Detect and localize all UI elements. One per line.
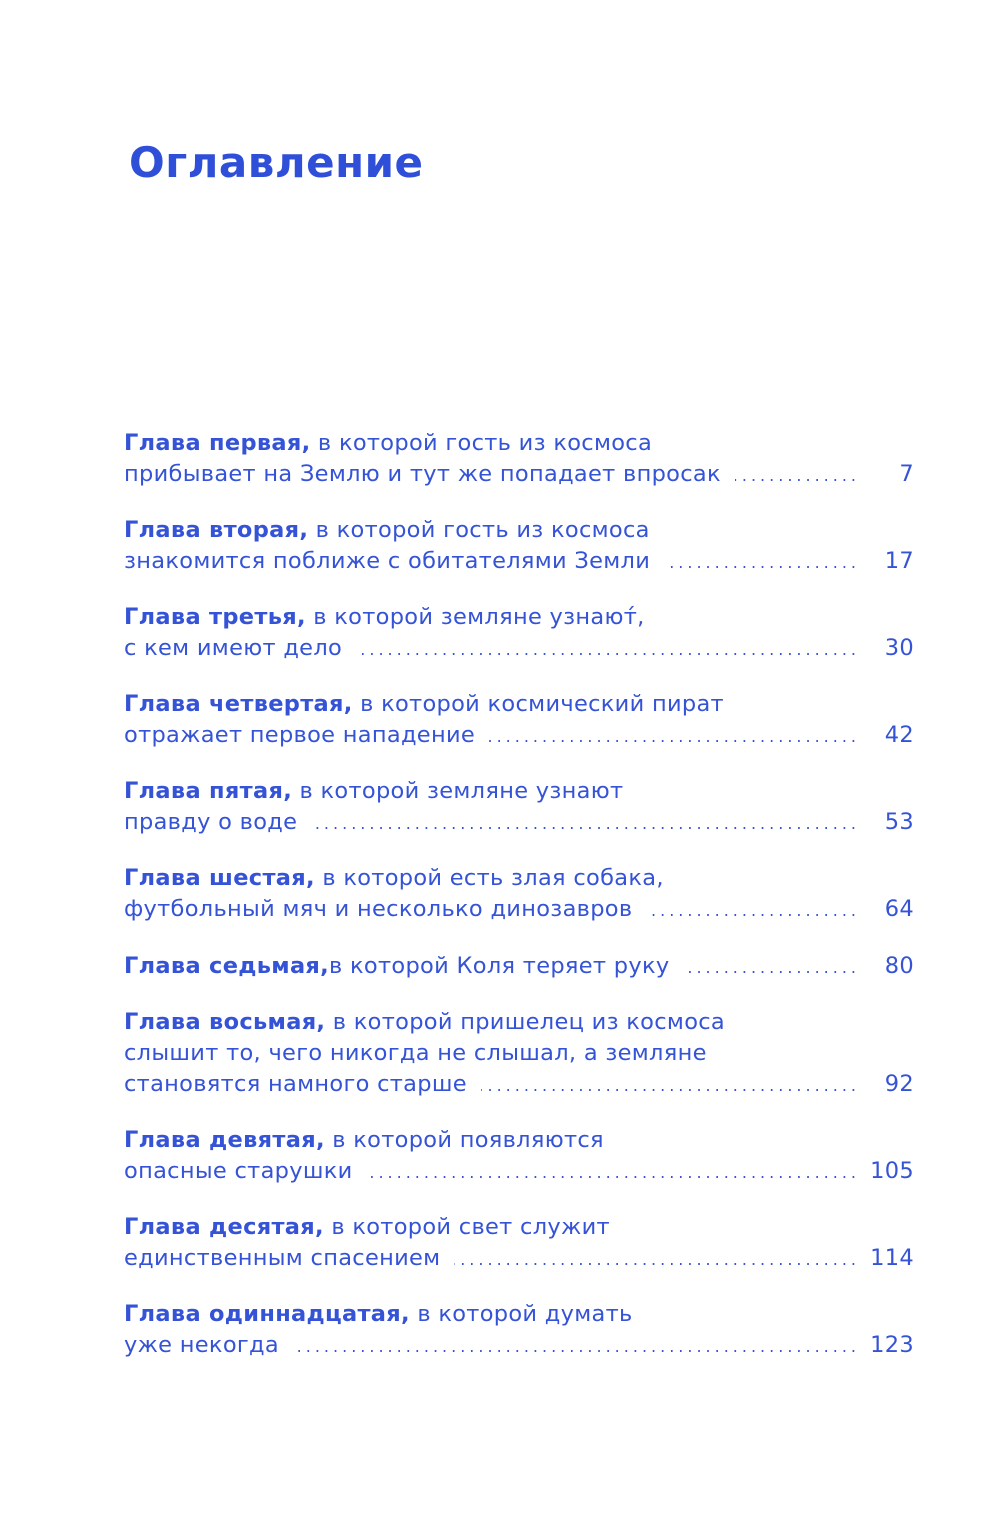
chapter-description: в которой думать — [409, 1301, 633, 1327]
page-number: 123 — [870, 1332, 914, 1358]
toc-entry[interactable]: Глава седьмая, в которой Коля теряет рук… — [124, 951, 914, 982]
chapter-description: опасные старушки — [124, 1158, 353, 1184]
toc-entry-line: уже некогда.............................… — [124, 1330, 914, 1361]
toc-entry[interactable]: Глава четвертая, в которой космический п… — [124, 689, 914, 751]
leader-dots: ........................................… — [481, 1076, 860, 1095]
leader-dots: ........................................… — [293, 1337, 860, 1356]
chapter-description: в которой земляне узнают — [292, 778, 624, 804]
toc-entry-line: Глава пятая, в которой земляне узнают — [124, 776, 914, 807]
leader-dots: ........................................… — [454, 1250, 860, 1269]
leader-dots: ........................................… — [311, 814, 860, 833]
toc-entry-line: Глава седьмая, в которой Коля теряет рук… — [124, 951, 914, 982]
page-number: 92 — [884, 1071, 914, 1097]
toc-entry-line: Глава восьмая, в которой пришелец из кос… — [124, 1007, 914, 1038]
chapter-label: Глава седьмая, — [124, 953, 330, 979]
toc-entry-line: опасные старушки........................… — [124, 1156, 914, 1187]
toc-entry-line: футбольный мяч и несколько динозавров...… — [124, 894, 914, 925]
toc-entry-line: Глава десятая, в которой свет служит — [124, 1212, 914, 1243]
chapter-description: правду о воде — [124, 809, 298, 835]
toc-entry-line: единственным спасением..................… — [124, 1243, 914, 1274]
chapter-description: в которой есть злая собака, — [314, 865, 664, 891]
chapter-label: Глава девятая, — [124, 1127, 325, 1153]
chapter-description: с кем имеют дело — [124, 635, 343, 661]
chapter-description: отражает первое нападение — [124, 722, 476, 748]
toc-entry-line: отражает первое нападение...............… — [124, 720, 914, 751]
chapter-description: в которой свет служит — [323, 1214, 610, 1240]
chapter-label: Глава третья, — [124, 604, 306, 630]
chapter-description: становятся намного старше — [124, 1071, 467, 1097]
toc-entry-line: знакомится поближе с обитателями Земли..… — [124, 546, 914, 577]
chapter-label: Глава вторая, — [124, 517, 309, 543]
chapter-description: знакомится поближе с обитателями Земли — [124, 548, 651, 574]
toc-entry-line: с кем имеют дело........................… — [124, 633, 914, 664]
page-number: 64 — [884, 896, 914, 922]
leader-dots: ........................................… — [367, 1163, 860, 1182]
page-number: 30 — [884, 635, 914, 661]
chapter-description: в которой Коля теряет руку — [329, 953, 670, 979]
chapter-description: в которой гость из космоса — [310, 430, 653, 456]
toc-entry-line: Глава третья, в которой земляне узнают́, — [124, 602, 914, 633]
chapter-description: в которой земляне узнают́, — [305, 604, 645, 630]
chapter-description: в которой гость из космоса — [308, 517, 650, 543]
toc-entry[interactable]: Глава шестая, в которой есть злая собака… — [124, 863, 914, 925]
chapter-label: Глава восьмая, — [124, 1009, 326, 1035]
toc-entry-line: прибывает на Землю и тут же попадает впр… — [124, 459, 914, 490]
page-number: 80 — [884, 953, 914, 979]
page-number: 114 — [870, 1245, 914, 1271]
leader-dots: ........................................… — [664, 553, 860, 572]
leader-dots: ........................................… — [683, 958, 860, 977]
toc-entry-line: слышит то, чего никогда не слышал, а зем… — [124, 1038, 914, 1069]
toc-entry[interactable]: Глава третья, в которой земляне узнают́,… — [124, 602, 914, 664]
toc-entry[interactable]: Глава десятая, в которой свет служит един… — [124, 1212, 914, 1274]
page-title: Оглавление — [129, 138, 424, 187]
chapter-label: Глава одиннадцатая, — [124, 1301, 410, 1327]
page-number: 42 — [884, 722, 914, 748]
chapter-label: Глава четвертая, — [124, 691, 353, 717]
chapter-description: в которой появляются — [324, 1127, 604, 1153]
chapter-label: Глава пятая, — [124, 778, 293, 804]
leader-dots: ........................................… — [735, 466, 860, 485]
page-number: 105 — [870, 1158, 914, 1184]
toc-entry-line: Глава вторая, в которой гость из космоса — [124, 515, 914, 546]
chapter-description: в которой пришелец из космоса — [325, 1009, 726, 1035]
chapter-description: единственным спасением — [124, 1245, 441, 1271]
chapter-description: уже некогда — [124, 1332, 279, 1358]
chapter-description: слышит то, чего никогда не слышал, а зем… — [124, 1040, 707, 1066]
chapter-label: Глава шестая, — [124, 865, 315, 891]
page-number: 53 — [884, 809, 914, 835]
toc-entry[interactable]: Глава восьмая, в которой пришелец из кос… — [124, 1007, 914, 1100]
chapter-description: в которой космический пират — [352, 691, 724, 717]
toc-entry-line: Глава первая, в которой гость из космоса — [124, 428, 914, 459]
chapter-label: Глава десятая, — [124, 1214, 324, 1240]
toc-entry[interactable]: Глава пятая, в которой земляне узнают пра… — [124, 776, 914, 838]
toc-entry-line: правду о воде...........................… — [124, 807, 914, 838]
chapter-label: Глава первая, — [124, 430, 311, 456]
leader-dots: ........................................… — [356, 640, 860, 659]
chapter-description: футбольный мяч и несколько динозавров — [124, 896, 633, 922]
page-number: 7 — [899, 461, 914, 487]
leader-dots: ........................................… — [646, 901, 860, 920]
toc-entry[interactable]: Глава одиннадцатая, в которой думать уже … — [124, 1299, 914, 1361]
toc-entry-line: Глава одиннадцатая, в которой думать — [124, 1299, 914, 1330]
toc-entry-line: Глава шестая, в которой есть злая собака… — [124, 863, 914, 894]
toc-entry-line: становятся намного старше...............… — [124, 1069, 914, 1100]
toc-entry[interactable]: Глава девятая, в которой появляются опасн… — [124, 1125, 914, 1187]
toc-entry[interactable]: Глава вторая, в которой гость из космоса… — [124, 515, 914, 577]
toc-entry-line: Глава девятая, в которой появляются — [124, 1125, 914, 1156]
toc-entry-line: Глава четвертая, в которой космический п… — [124, 689, 914, 720]
page-number: 17 — [884, 548, 914, 574]
chapter-description: прибывает на Землю и тут же попадает впр… — [124, 461, 721, 487]
toc-entry[interactable]: Глава первая, в которой гость из космоса… — [124, 428, 914, 490]
leader-dots: ........................................… — [489, 727, 860, 746]
